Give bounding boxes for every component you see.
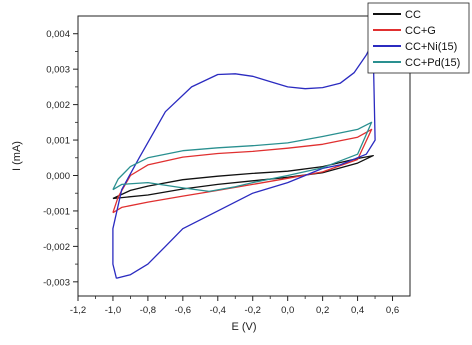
x-tick-label: 0,0	[281, 305, 294, 316]
x-tick-label: -0,6	[175, 305, 191, 316]
y-tick-label: 0,001	[46, 136, 70, 147]
legend-label: CC	[405, 9, 421, 21]
legend-label: CC+G	[405, 25, 436, 37]
x-tick-label: -0,4	[210, 305, 226, 316]
plot-frame	[77, 15, 411, 297]
x-tick-label: -0,2	[245, 305, 261, 316]
series-line-3	[112, 47, 376, 279]
y-tick-label: -0,001	[43, 206, 70, 217]
axis-ticks: -1,2 -1,0 -0,8 -0,6 -0,4 -0,2 0,0 0,2 0,4 0,6 -0,0…	[43, 29, 399, 316]
y-tick-label: 0,002	[46, 100, 70, 111]
y-axis-title: I (mA)	[11, 141, 23, 171]
legend: CC CC+G CC+Ni(15) CC+Pd(15)	[367, 2, 470, 74]
y-tick-label: -0,003	[43, 277, 70, 288]
y-tick-label: 0,000	[46, 171, 70, 182]
legend-label: CC+Ni(15)	[405, 41, 457, 53]
x-tick-label: 0,2	[316, 305, 329, 316]
x-tick-label: -0,8	[140, 305, 156, 316]
series-layer	[112, 47, 376, 279]
y-tick-label: -0,002	[43, 242, 70, 253]
x-tick-label: 0,6	[386, 305, 399, 316]
x-axis-title: E (V)	[231, 321, 256, 333]
x-tick-label: -1,2	[70, 305, 86, 316]
series-line-1	[112, 154, 374, 200]
x-tick-label: 0,4	[351, 305, 364, 316]
y-tick-label: 0,003	[46, 65, 70, 76]
y-tick-label: 0,004	[46, 29, 70, 40]
series-line-4	[112, 121, 373, 193]
x-tick-label: -1,0	[105, 305, 121, 316]
legend-label: CC+Pd(15)	[405, 57, 460, 69]
series-line-2	[112, 128, 373, 214]
